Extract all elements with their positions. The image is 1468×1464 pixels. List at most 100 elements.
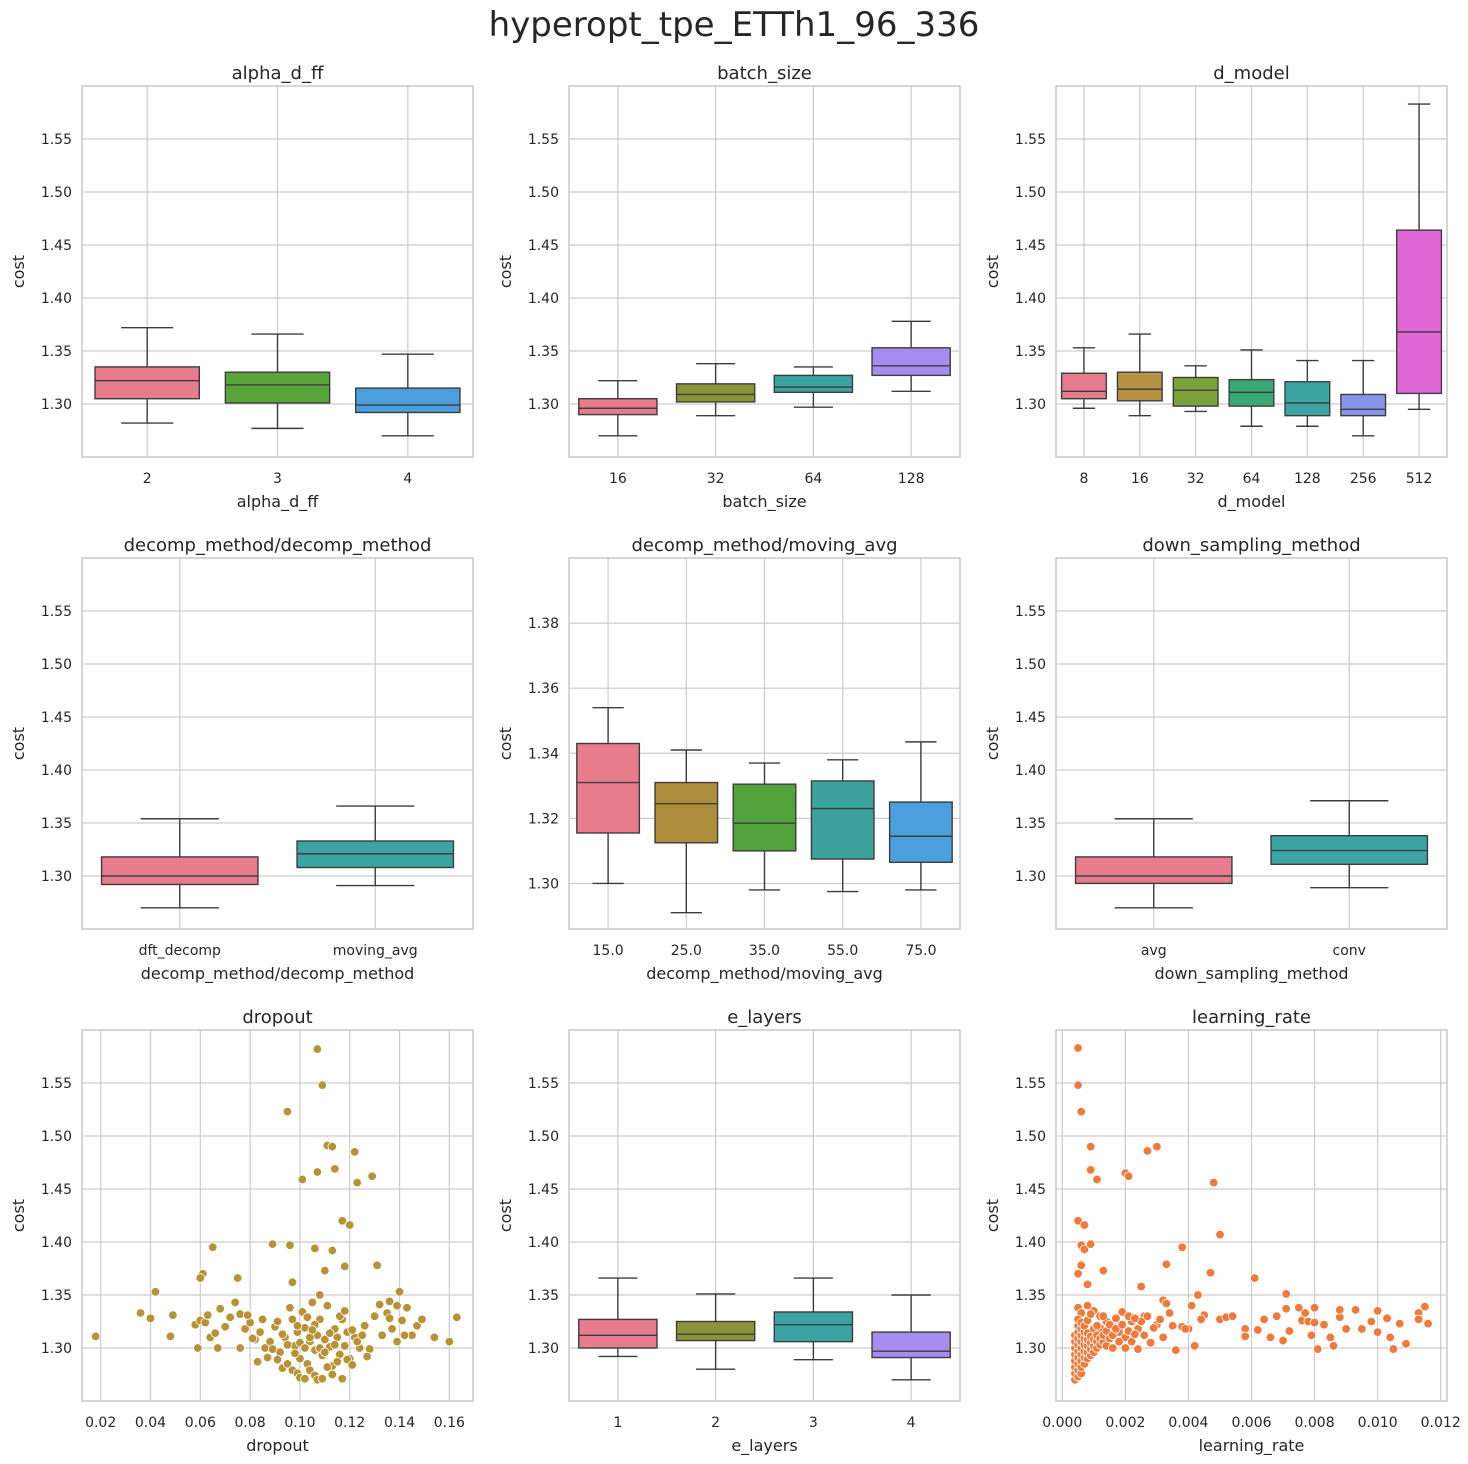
y-tick-label: 1.40 [1015,1235,1046,1251]
subplot-9: 1.30 1.35 1.40 1.45 1.50 1.55 0.000 0.002 0.004 0… [983,1007,1461,1456]
scatter-point [357,1330,367,1340]
x-tick-label: 2 [711,1415,720,1431]
subplot-title: down_sampling_method [1142,535,1360,556]
y-tick-label: 1.50 [1015,1129,1046,1145]
x-tick-label: 8 [1079,471,1088,487]
scatter-point [300,1343,310,1353]
y-tick-label: 1.45 [528,1182,559,1198]
scatter-point [193,1343,203,1353]
subplot-title: e_layers [727,1007,802,1028]
scatter-point [1186,1300,1197,1311]
scatter-point [1092,1321,1102,1331]
scatter-point [225,1312,235,1322]
scatter-point [1085,1309,1096,1319]
scatter-point [394,1287,405,1297]
x-tick-label: 0.16 [434,1415,465,1431]
scatter-point [322,1362,333,1372]
axes-frame [568,1029,961,1402]
x-axis-label: alpha_d_ff [237,492,320,512]
subplot-title: batch_size [717,63,812,84]
scatter-point [1136,1281,1146,1292]
y-tick-label: 1.45 [41,710,72,726]
scatter-point [1215,1229,1225,1240]
y-tick-label: 1.55 [528,1076,559,1092]
x-tick-label: 32 [1187,471,1205,487]
subplot-title: alpha_d_ff [232,63,324,84]
y-tick-label: 1.55 [41,1076,72,1092]
scatter-point [1335,1305,1345,1315]
subplot-title: d_model [1213,63,1289,84]
scatter-point [1076,1260,1086,1271]
y-tick-label: 1.50 [41,185,72,201]
x-tick-label: 0.010 [1358,1415,1398,1431]
scatter-point [1357,1324,1367,1334]
scatter-point [272,1316,283,1327]
subplot-1: 1.301.351.401.451.501.552 3 4alpha_d_ffalp… [9,63,474,512]
scatter-point [332,1357,342,1367]
y-tick-label: 1.50 [1015,657,1046,673]
x-tick-label: 64 [1243,471,1261,487]
y-tick-label: 1.35 [41,1288,72,1304]
y-tick-label: 1.40 [41,763,72,779]
axes-frame [81,1029,474,1402]
box-body [810,780,875,860]
x-tick-label: 15.0 [593,943,624,959]
scatter-point [362,1351,372,1362]
scatter-point [1073,1269,1083,1279]
scatter-point [322,1300,333,1311]
box-4 [355,353,461,437]
box-256 [1340,359,1387,437]
scatter-point [1152,1141,1162,1152]
box-2 [675,1293,756,1370]
y-tick-label: 1.50 [528,1129,559,1145]
y-tick-label: 1.30 [41,869,72,885]
y-axis-label: cost [496,727,515,760]
scatter-point [257,1314,268,1325]
axes-frame [568,85,961,458]
scatter-point [1167,1321,1178,1331]
box-body [224,371,331,404]
y-tick-label: 1.35 [528,1288,559,1304]
y-axis-label: cost [983,1199,1002,1232]
subplot-3: 1.30 1.35 1.40 1.45 1.50 1.55 8 16 32 64 128 256 512… [983,63,1448,512]
scatter-point [330,1164,340,1174]
subplot-title: decomp_method/moving_avg [631,535,897,556]
figure-title: hyperopt_tpe_ETTh1_96_336 [489,5,980,45]
scatter-point [287,1277,298,1287]
x-axis-label: learning_rate [1199,1436,1305,1456]
box-55.0 [810,759,875,893]
x-tick-label: 25.0 [671,943,702,959]
scatter-point [347,1360,357,1370]
y-tick-label: 1.30 [41,397,72,413]
y-tick-label: 1.40 [528,291,559,307]
scatter-point [1149,1323,1159,1333]
scatter-point [1139,1330,1149,1340]
scatter-point [392,1300,402,1311]
scatter-point [307,1297,318,1308]
box-4 [871,1294,951,1381]
y-axis-label: cost [496,1199,515,1232]
scatter-point [1079,1220,1090,1230]
box-body [578,1318,658,1349]
y-tick-label: 1.55 [528,132,559,148]
scatter-point [312,1044,323,1054]
scatter-point [1196,1314,1206,1325]
box-body [1074,856,1233,885]
y-tick-label: 1.50 [41,657,72,673]
scatter-point [1309,1317,1320,1328]
box-75.0 [888,741,953,891]
scatter-point [1313,1344,1323,1354]
y-tick-label: 1.55 [41,604,72,620]
scatter-point [282,1106,293,1117]
scatter-point [1284,1326,1295,1336]
scatter-point [387,1324,397,1334]
scatter-point [1082,1300,1093,1311]
scatter-point [1350,1305,1361,1315]
scatter-point [1193,1290,1203,1300]
y-tick-label: 1.45 [41,1182,72,1198]
box-moving_avg [296,805,455,887]
box-512 [1396,103,1443,410]
scatter-point [1300,1308,1310,1318]
scatter-point [302,1312,313,1322]
box-body [675,1320,756,1342]
